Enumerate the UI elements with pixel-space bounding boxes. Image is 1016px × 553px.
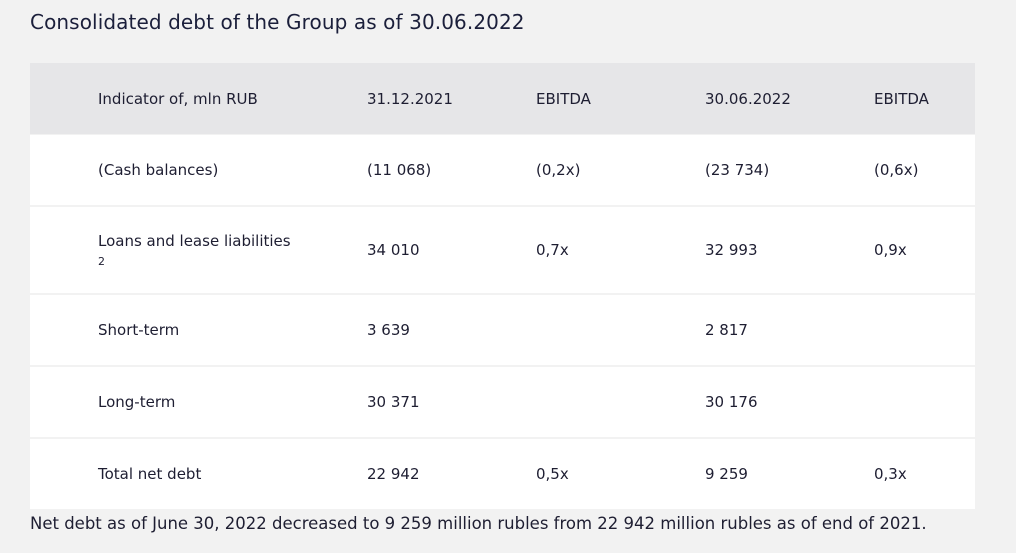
header-ebitda-2021: EBITDA	[536, 89, 591, 108]
row-indicator: Long-term	[98, 393, 176, 411]
row-value-2021: 30 371	[367, 393, 420, 411]
page-title: Consolidated debt of the Group as of 30.…	[30, 10, 525, 34]
table-row: Long-term 30 371 30 176	[30, 367, 975, 437]
row-value-2021: (11 068)	[367, 161, 432, 179]
row-value-2022: 9 259	[705, 465, 748, 483]
table-row: Short-term 3 639 2 817	[30, 295, 975, 365]
header-date-2021: 31.12.2021	[367, 89, 453, 108]
header-ebitda-2022: EBITDA	[874, 89, 929, 108]
table-row: (Cash balances) (11 068) (0,2x) (23 734)…	[30, 135, 975, 205]
row-ebitda-2022: 0,3x	[874, 465, 907, 483]
row-value-2021: 22 942	[367, 465, 420, 483]
table-row: Total net debt 22 942 0,5x 9 259 0,3x	[30, 439, 975, 509]
footnote-marker: 2	[98, 255, 105, 268]
row-ebitda-2021: (0,2x)	[536, 161, 581, 179]
row-indicator-cell: Loans and lease liabilities 2	[30, 232, 367, 268]
table-row: Loans and lease liabilities 2 34 010 0,7…	[30, 207, 975, 293]
row-indicator: (Cash balances)	[98, 161, 219, 179]
row-value-2021: 34 010	[367, 241, 420, 259]
row-ebitda-2021: 0,5x	[536, 465, 569, 483]
row-indicator: Loans and lease liabilities	[98, 232, 291, 250]
row-ebitda-2021: 0,7x	[536, 241, 569, 259]
row-indicator: Short-term	[98, 321, 180, 339]
header-indicator: Indicator of, mln RUB	[98, 89, 258, 108]
row-ebitda-2022: (0,6x)	[874, 161, 919, 179]
row-value-2021: 3 639	[367, 321, 410, 339]
summary-text: Net debt as of June 30, 2022 decreased t…	[30, 514, 927, 533]
row-value-2022: (23 734)	[705, 161, 770, 179]
row-ebitda-2022: 0,9x	[874, 241, 907, 259]
row-value-2022: 32 993	[705, 241, 758, 259]
row-indicator: Total net debt	[98, 465, 202, 483]
row-value-2022: 2 817	[705, 321, 748, 339]
row-value-2022: 30 176	[705, 393, 758, 411]
table-header-row: Indicator of, mln RUB 31.12.2021 EBITDA …	[30, 63, 975, 134]
header-date-2022: 30.06.2022	[705, 89, 791, 108]
debt-table: Indicator of, mln RUB 31.12.2021 EBITDA …	[30, 63, 975, 511]
